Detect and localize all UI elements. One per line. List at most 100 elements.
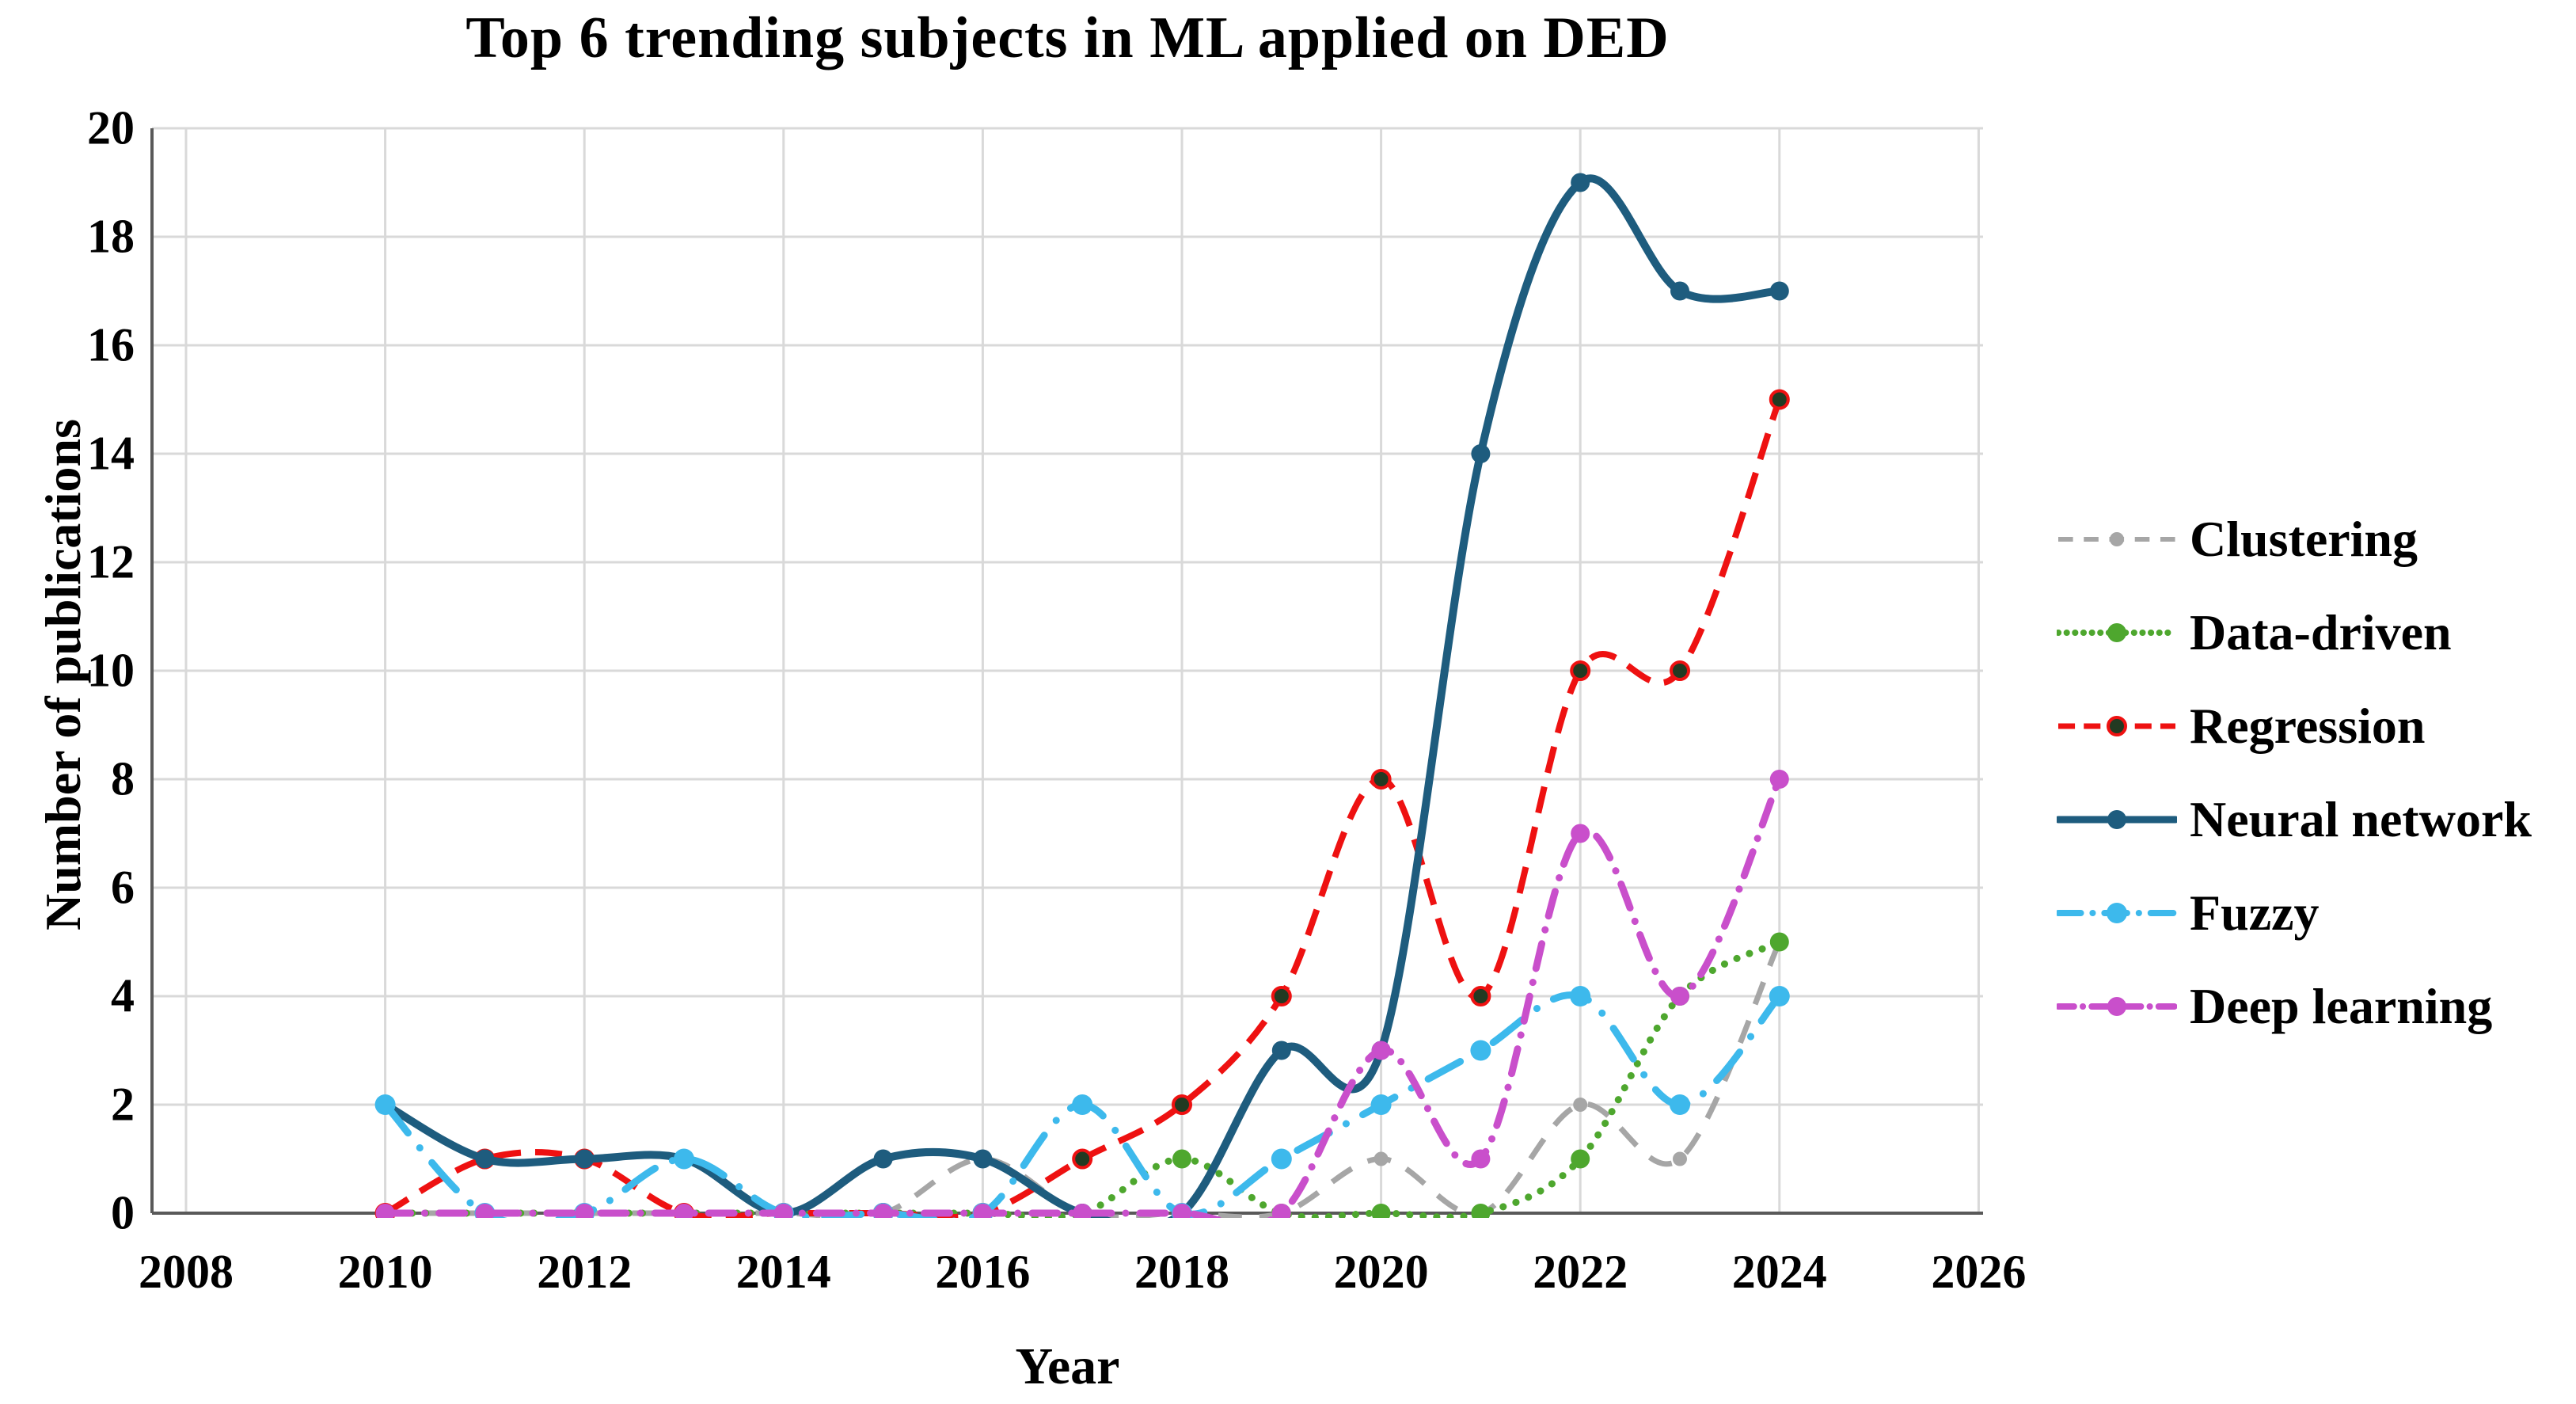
y-tick-label: 0	[111, 1186, 135, 1239]
data-point-marker	[1371, 1041, 1391, 1060]
series-group	[374, 173, 1790, 1218]
series-line	[382, 938, 1784, 1218]
x-tick-label: 2020	[1333, 1246, 1429, 1298]
legend-label: Regression	[2190, 698, 2426, 754]
legend-swatch-data-driven-icon	[2057, 623, 2177, 642]
data-point-marker	[1769, 770, 1789, 789]
data-point-marker	[973, 1149, 993, 1169]
data-point-marker	[1471, 1149, 1491, 1169]
legend-label: Deep learning	[2190, 978, 2493, 1034]
x-tick-label: 2008	[139, 1246, 234, 1298]
chart-title: Top 6 trending subjects in ML applied on…	[465, 6, 1670, 70]
data-point-marker	[1271, 1148, 1292, 1170]
x-tick-label: 2024	[1731, 1246, 1827, 1298]
data-point-marker	[1670, 281, 1689, 301]
data-point-marker	[1670, 1094, 1690, 1115]
legend-swatch-regression-icon	[2058, 716, 2175, 736]
data-point-marker	[1769, 281, 1789, 301]
legend-item-data-driven: Data-driven	[2057, 604, 2532, 661]
series-neural-network	[375, 173, 1789, 1218]
data-point-marker	[1769, 389, 1790, 410]
data-point-marker	[1371, 1204, 1391, 1218]
data-point-marker	[973, 1204, 993, 1218]
data-point-marker	[674, 1148, 694, 1170]
legend: Clustering Data-driven Regression Neural ne…	[2057, 511, 2532, 1035]
y-tick-label: 2	[111, 1078, 135, 1131]
data-point-marker	[375, 1204, 395, 1218]
legend-label: Clustering	[2190, 511, 2418, 567]
x-tick-label: 2010	[337, 1246, 433, 1298]
legend-item-fuzzy: Fuzzy	[2057, 885, 2532, 942]
gridlines	[152, 127, 1983, 1215]
x-tick-label: 2014	[735, 1246, 831, 1298]
data-point-marker	[1072, 1148, 1093, 1170]
y-tick-label: 12	[87, 535, 135, 588]
data-point-marker	[575, 1204, 595, 1218]
legend-item-clustering: Clustering	[2057, 511, 2532, 568]
data-point-marker	[374, 1094, 396, 1115]
data-point-marker	[773, 1204, 793, 1218]
legend-swatch-fuzzy-icon	[2057, 903, 2177, 923]
legend-swatch-clustering-icon	[2058, 532, 2175, 546]
data-point-marker	[1573, 1098, 1588, 1112]
data-point-marker	[1271, 1204, 1291, 1218]
data-point-marker	[873, 1149, 893, 1169]
data-point-marker	[1172, 1204, 1191, 1218]
data-point-marker	[1471, 444, 1491, 463]
series-clustering	[378, 934, 1787, 1218]
legend-item-regression: Regression	[2057, 698, 2532, 755]
data-point-marker	[1271, 1041, 1291, 1060]
series-data-driven	[375, 932, 1789, 1218]
data-point-marker	[1571, 824, 1590, 843]
series-deep-learning	[375, 770, 1789, 1218]
y-tick-label: 8	[111, 752, 135, 805]
x-tick-label: 2012	[537, 1246, 633, 1298]
legend-label: Data-driven	[2190, 604, 2452, 660]
x-tick-label: 2016	[935, 1246, 1031, 1298]
data-point-marker	[1570, 986, 1591, 1006]
data-point-marker	[1670, 660, 1690, 681]
data-point-marker	[1072, 1094, 1093, 1115]
data-point-marker	[1673, 1151, 1687, 1166]
data-point-marker	[475, 1149, 495, 1169]
data-point-marker	[1370, 769, 1392, 790]
data-point-marker	[1470, 986, 1491, 1006]
y-tick-label: 18	[87, 210, 135, 263]
x-axis-title: Year	[1015, 1337, 1120, 1395]
data-point-marker	[1570, 660, 1591, 681]
y-tick-label: 20	[87, 101, 135, 154]
y-tick-label: 16	[87, 318, 135, 371]
legend-item-neural-network: Neural network	[2057, 791, 2532, 848]
legend-item-deep-learning: Deep learning	[2057, 978, 2532, 1035]
y-tick-label: 6	[111, 861, 135, 914]
x-tick-label: 2022	[1533, 1246, 1628, 1298]
data-point-marker	[1172, 1149, 1191, 1169]
y-tick-label: 10	[87, 644, 135, 697]
legend-label: Fuzzy	[2190, 885, 2320, 941]
data-point-marker	[1370, 1094, 1392, 1115]
data-point-marker	[674, 1204, 693, 1218]
data-point-marker	[1470, 1040, 1491, 1061]
data-point-marker	[575, 1149, 595, 1169]
data-point-marker	[1571, 173, 1590, 192]
data-point-marker	[1670, 987, 1689, 1006]
data-point-marker	[1769, 932, 1789, 952]
data-point-marker	[1271, 986, 1292, 1006]
series-line	[381, 174, 1784, 1218]
series-line	[382, 775, 1784, 1218]
legend-swatch-deep-learning-icon	[2057, 997, 2177, 1016]
x-tick-label: 2018	[1134, 1246, 1229, 1298]
legend-swatch-neural-network-icon	[2057, 810, 2177, 829]
legend-label: Neural network	[2190, 791, 2532, 847]
data-point-marker	[873, 1204, 893, 1218]
data-point-marker	[1172, 1094, 1192, 1115]
data-point-marker	[1571, 1149, 1590, 1169]
data-point-marker	[1471, 1204, 1491, 1218]
data-point-marker	[1769, 986, 1790, 1006]
data-point-marker	[1373, 1151, 1389, 1166]
y-tick-label: 14	[87, 427, 135, 480]
series-line	[385, 941, 1782, 1218]
data-point-marker	[475, 1204, 495, 1218]
